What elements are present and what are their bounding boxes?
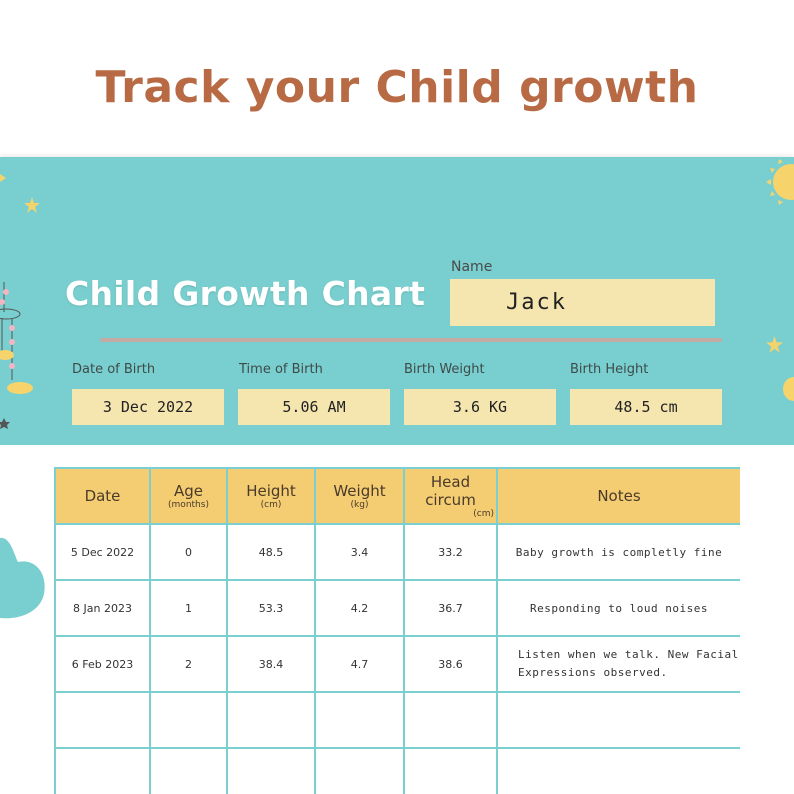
column-unit: (cm) (260, 499, 282, 510)
cloud-icon (0, 537, 45, 619)
birth-weight-label: Birth Weight (404, 362, 485, 377)
cell-head-circum[interactable] (403, 691, 498, 749)
sun-icon (766, 159, 794, 205)
column-unit: (cm) (473, 508, 494, 519)
star-icon (766, 336, 783, 353)
date-of-birth-field[interactable]: 3 Dec 2022 (72, 389, 224, 425)
cell-notes[interactable]: Listen when we talk. New Facial Expressi… (496, 635, 740, 693)
cell-date[interactable]: 5 Dec 2022 (54, 523, 151, 581)
cell-head-circum[interactable]: 38.6 (403, 635, 498, 693)
cell-weight[interactable] (314, 691, 405, 749)
star-icon (24, 197, 40, 213)
birth-weight-field[interactable]: 3.6 KG (404, 389, 556, 425)
page-headline: Track your Child growth (95, 62, 699, 113)
cell-notes[interactable] (496, 691, 740, 749)
cell-age[interactable]: 2 (149, 635, 228, 693)
time-of-birth-field[interactable]: 5.06 AM (238, 389, 390, 425)
table-row: 8 Jan 2023 1 53.3 4.2 36.7 Responding to… (54, 579, 740, 637)
cell-weight[interactable]: 4.7 (314, 635, 405, 693)
cell-date[interactable] (54, 691, 151, 749)
table-row: 6 Feb 2023 2 38.4 4.7 38.6 Listen when w… (54, 635, 740, 693)
growth-table: Date Age (months) Height (cm) Weight (kg) H… (54, 467, 740, 794)
chart-title: Child Growth Chart (65, 274, 426, 313)
cell-notes[interactable] (496, 747, 740, 794)
column-unit: (months) (168, 499, 209, 510)
cell-height[interactable] (226, 747, 316, 794)
table-row (54, 747, 740, 794)
table-header-row: Date Age (months) Height (cm) Weight (kg) H… (54, 467, 740, 525)
cell-weight[interactable] (314, 747, 405, 794)
cell-notes[interactable]: Responding to loud noises (496, 579, 740, 637)
column-header-weight: Weight (kg) (314, 467, 405, 525)
cell-age[interactable] (149, 691, 228, 749)
table-row (54, 691, 740, 749)
cell-date[interactable]: 6 Feb 2023 (54, 635, 151, 693)
cell-head-circum[interactable]: 36.7 (403, 579, 498, 637)
cell-age[interactable] (149, 747, 228, 794)
table-row: 5 Dec 2022 0 48.5 3.4 33.2 Baby growth i… (54, 523, 740, 581)
date-of-birth-label: Date of Birth (72, 362, 156, 377)
star-icon (0, 174, 6, 182)
birth-height-field[interactable]: 48.5 cm (570, 389, 722, 425)
cell-weight[interactable]: 4.2 (314, 579, 405, 637)
cell-height[interactable]: 53.3 (226, 579, 316, 637)
column-header-notes: Notes (496, 467, 740, 525)
name-field[interactable]: Jack (450, 279, 715, 326)
cloud-icon (783, 377, 794, 401)
cell-weight[interactable]: 3.4 (314, 523, 405, 581)
column-header-date: Date (54, 467, 151, 525)
growth-table-container: Date Age (months) Height (cm) Weight (kg) H… (54, 467, 740, 794)
name-label: Name (451, 259, 493, 275)
birth-height-label: Birth Height (570, 362, 649, 377)
cell-notes[interactable]: Baby growth is completly fine (496, 523, 740, 581)
cell-age[interactable]: 1 (149, 579, 228, 637)
column-unit: (kg) (350, 499, 369, 510)
column-header-head-circum: Head circum (cm) (403, 467, 498, 525)
cell-date[interactable] (54, 747, 151, 794)
divider (100, 338, 722, 342)
cell-head-circum[interactable]: 33.2 (403, 523, 498, 581)
column-header-age: Age (months) (149, 467, 228, 525)
cell-date[interactable]: 8 Jan 2023 (54, 579, 151, 637)
cell-height[interactable]: 48.5 (226, 523, 316, 581)
cell-head-circum[interactable] (403, 747, 498, 794)
column-header-height: Height (cm) (226, 467, 316, 525)
time-of-birth-label: Time of Birth (239, 362, 323, 377)
cell-age[interactable]: 0 (149, 523, 228, 581)
crib-mobile-icon (0, 282, 33, 429)
cell-height[interactable] (226, 691, 316, 749)
cell-height[interactable]: 38.4 (226, 635, 316, 693)
